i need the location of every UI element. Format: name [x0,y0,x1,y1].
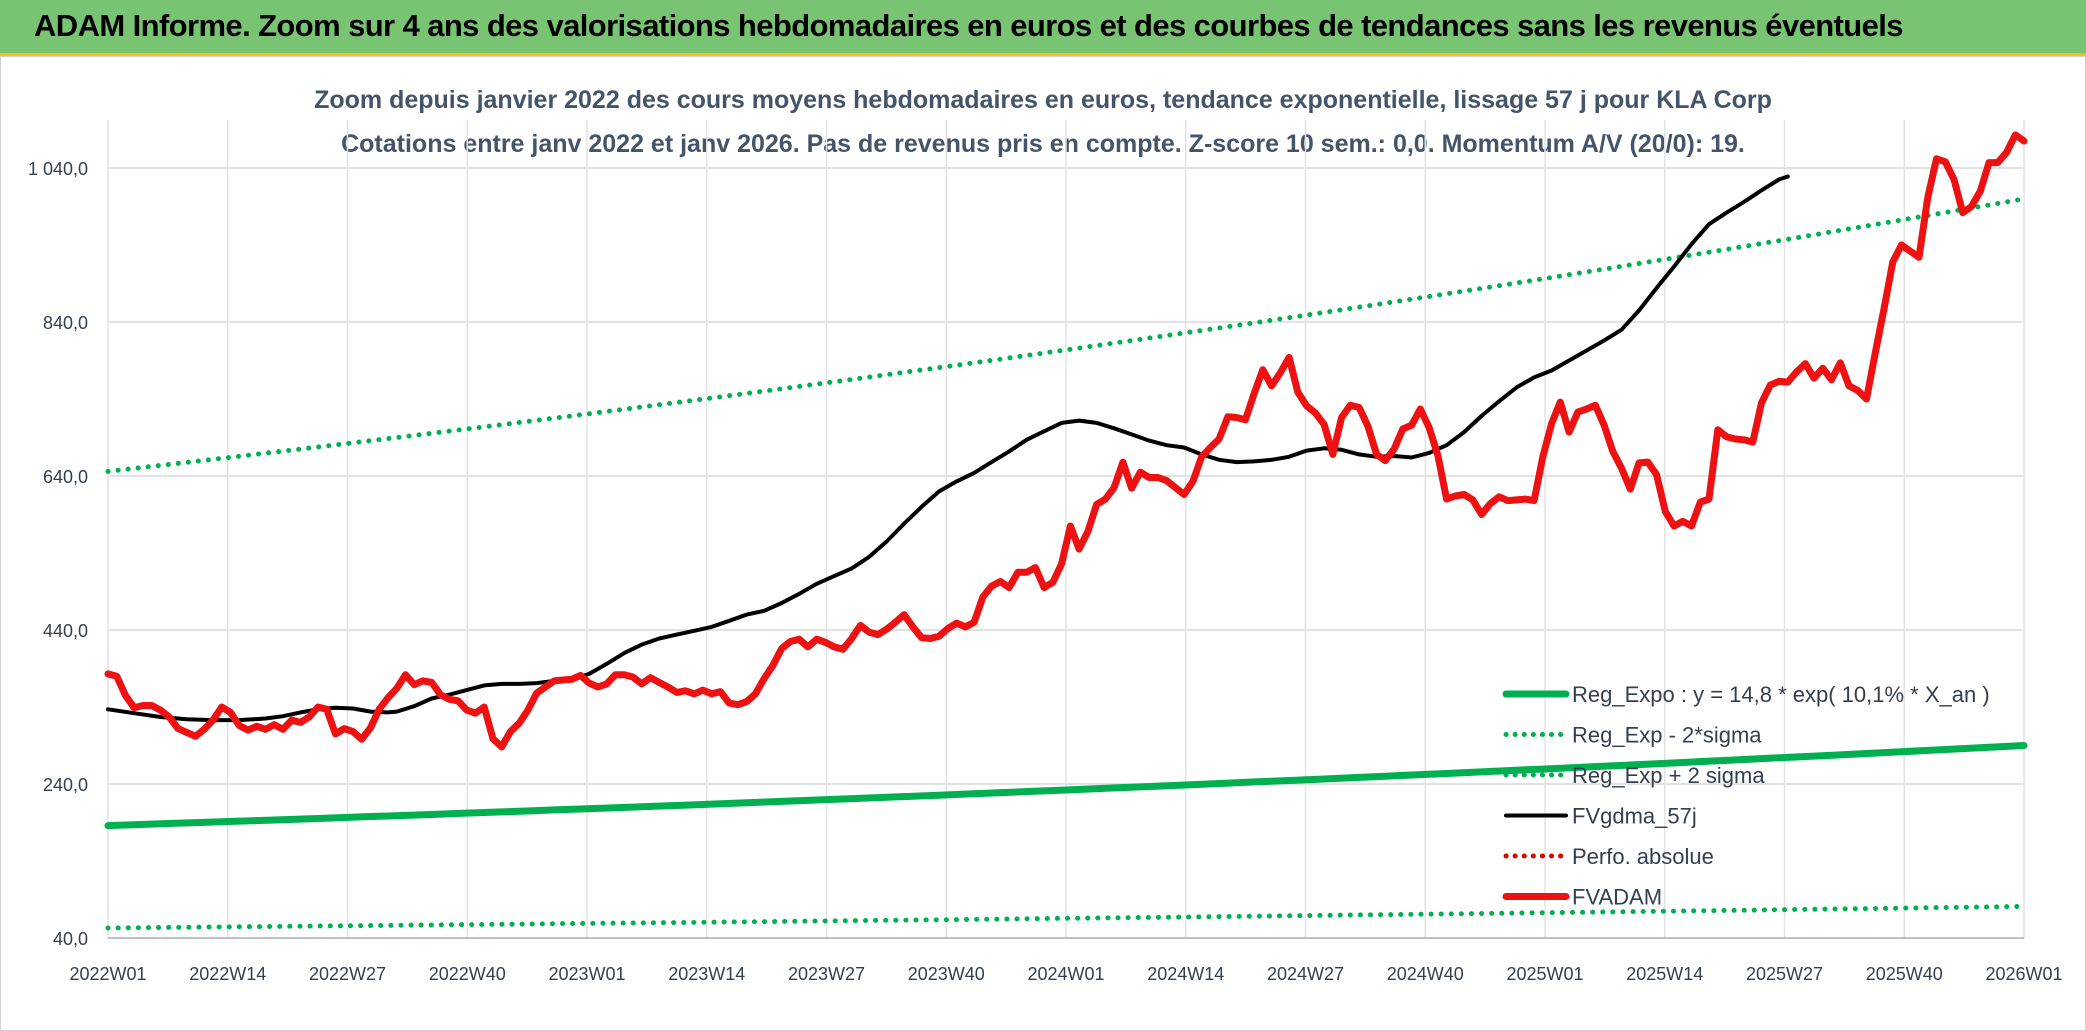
fvgdma-57j-line [106,174,1790,723]
x-tick-label: 2023W14 [668,964,745,984]
series-group [104,131,2028,931]
legend-label: Reg_Expo : y = 14,8 * exp( 10,1% * X_an … [1572,682,1990,707]
legend-label: Reg_Exp - 2*sigma [1572,723,1762,748]
x-tick-label: 2025W01 [1506,964,1583,984]
x-tick-label: 2022W01 [69,964,146,984]
legend-label: FVgdma_57j [1572,804,1697,829]
x-tick-label: 2023W27 [788,964,865,984]
x-tick-label: 2024W40 [1387,964,1464,984]
x-tick-label: 2025W14 [1626,964,1703,984]
banner-title: ADAM Informe. Zoom sur 4 ans des valoris… [34,8,1904,43]
y-tick-label: 640,0 [43,467,88,487]
y-tick-label: 40,0 [53,929,88,949]
y-tick-label: 240,0 [43,775,88,795]
x-tick-label: 2022W40 [429,964,506,984]
chart-subtitle: Cotations entre janv 2022 et janv 2026. … [341,130,1745,158]
fvadam-line [104,131,2028,751]
x-tick-label: 2025W27 [1746,964,1823,984]
x-tick-label: 2023W01 [548,964,625,984]
x-tick-label: 2026W01 [1985,964,2062,984]
x-tick-label: 2022W14 [189,964,266,984]
legend-label: Perfo. absolue [1572,844,1714,869]
reg-minus-2sigma-line [105,903,2027,931]
y-tick-label: 440,0 [43,621,88,641]
x-tick-label: 2024W14 [1147,964,1224,984]
reg-expo-line [104,742,2028,830]
legend: Reg_Expo : y = 14,8 * exp( 10,1% * X_an … [1502,682,1990,910]
chart-title: Zoom depuis janvier 2022 des cours moyen… [314,86,1772,114]
reg-plus-2sigma-line [105,196,2027,474]
y-tick-label: 1 040,0 [28,159,88,179]
legend-label: Reg_Exp + 2 sigma [1572,763,1765,788]
x-tick-label: 2022W27 [309,964,386,984]
x-axis-labels: 2022W01 2022W14 2022W27 2022W40 2023W01 2023W… [69,964,2062,984]
x-tick-label: 2024W01 [1027,964,1104,984]
y-axis-labels: 40,0 240,0 440,0 640,0 840,0 1 040,0 [28,159,88,949]
y-tick-label: 840,0 [43,313,88,333]
x-tick-label: 2025W40 [1866,964,1943,984]
gridlines [107,120,2025,939]
x-tick-label: 2024W27 [1267,964,1344,984]
legend-label: FVADAM [1572,885,1662,910]
x-tick-label: 2023W40 [908,964,985,984]
banner: ADAM Informe. Zoom sur 4 ans des valoris… [0,0,2086,56]
